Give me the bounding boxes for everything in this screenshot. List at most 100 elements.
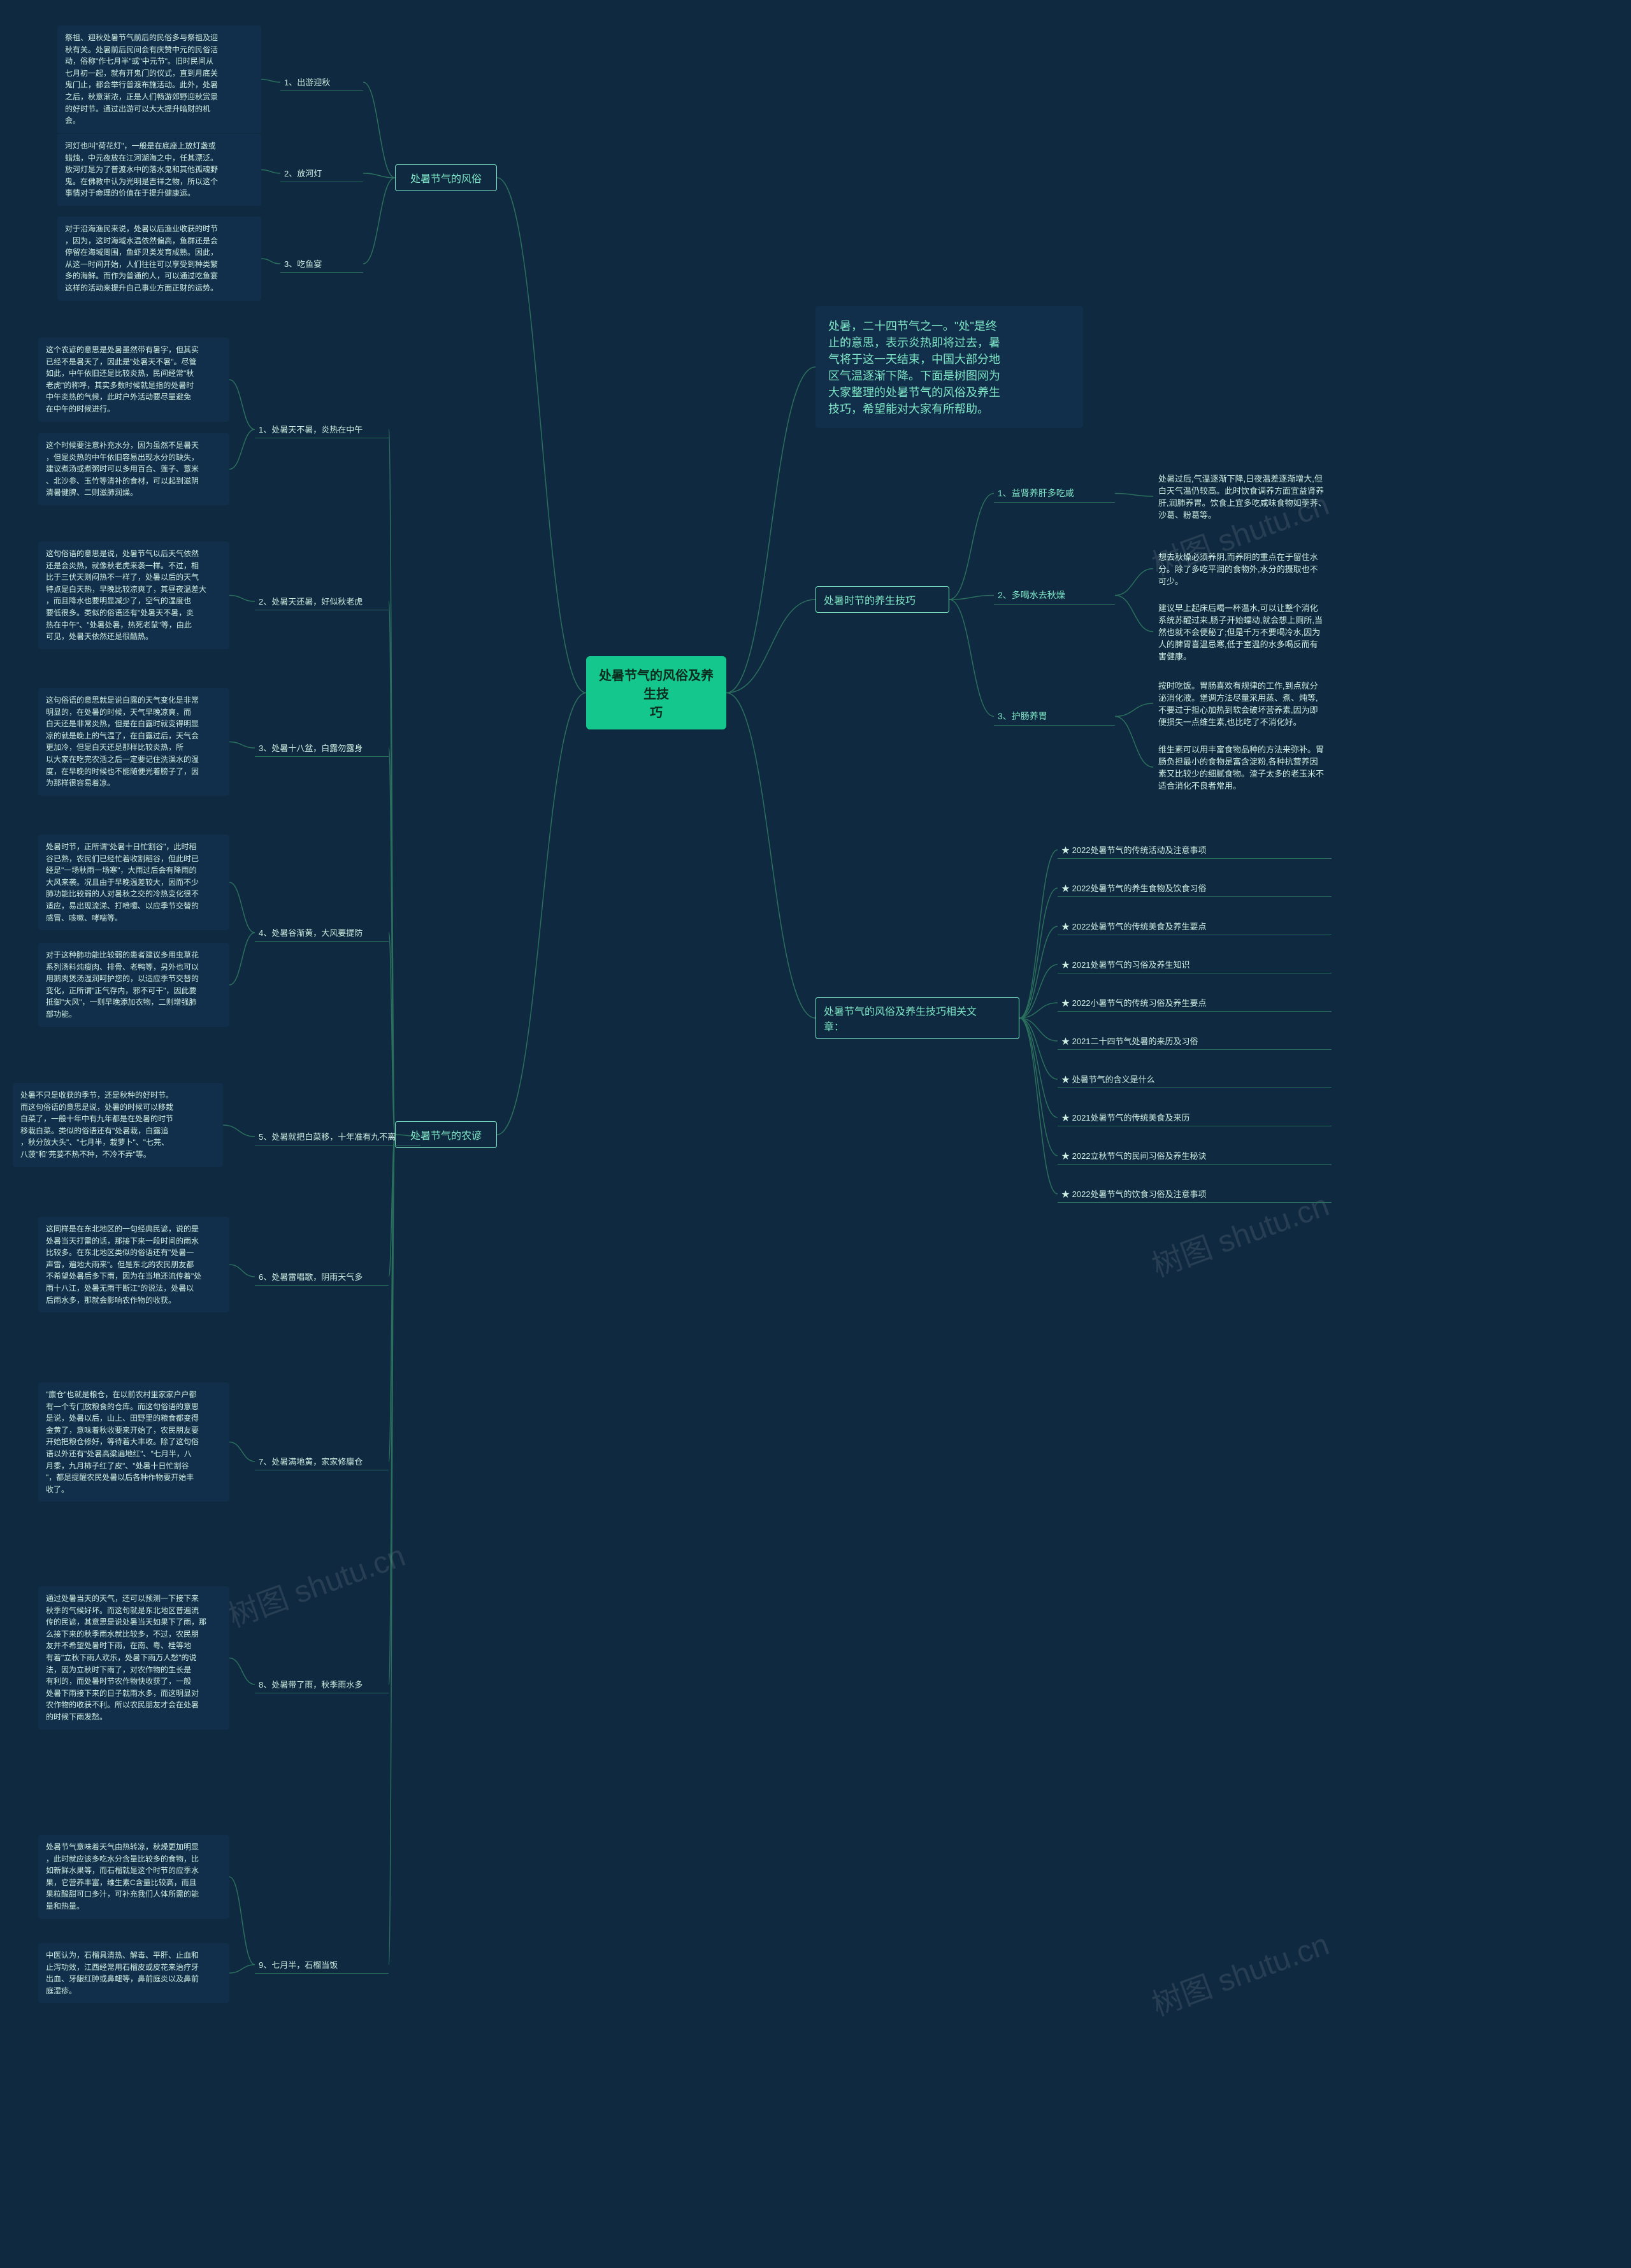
node-p7a: "廪仓"也就是粮仓，在以前农村里家家户户都 有一个专门放粮食的仓库。而这句俗语的… xyxy=(38,1382,229,1502)
node-text: "廪仓"也就是粮仓，在以前农村里家家户户都 有一个专门放粮食的仓库。而这句俗语的… xyxy=(46,1389,199,1495)
node-b_related: 处暑节气的风俗及养生技巧相关文 章： xyxy=(816,997,1019,1039)
node-p9b: 中医认为，石榴具清热、解毒、平肝、止血和 止泻功效，江西经常用石榴皮或皮花来治疗… xyxy=(38,1943,229,2003)
node-text: ★ 2021处暑节气的传统美食及来历 xyxy=(1061,1111,1190,1123)
node-p4a: 处暑时节，正所谓"处暑十日忙割谷"，此时稻 谷已熟，农民们已经忙着收割稻谷，但此… xyxy=(38,835,229,930)
watermark: 树图 shutu.cn xyxy=(1145,1919,1334,2024)
node-text: ★ 2021处暑节气的习俗及养生知识 xyxy=(1061,958,1190,970)
node-text: 这句俗语的意思就是说白露的天气变化是非常 明显的，在处暑的时候，天气早晚凉爽，而… xyxy=(46,694,199,789)
node-text: 处暑节气的风俗及养生技巧相关文 章： xyxy=(824,1003,977,1033)
node-p3: 3、处暑十八盆，白露勿露身 xyxy=(255,739,389,757)
node-text: ★ 2022处暑节气的传统活动及注意事项 xyxy=(1061,843,1207,856)
node-text: 1、益肾养肝多吃咸 xyxy=(998,487,1074,499)
node-c1: 1、出游迎秋 xyxy=(280,73,363,91)
node-p7: 7、处暑满地黄，家家修廪仓 xyxy=(255,1453,389,1470)
node-text: 处暑节气意味着天气由热转凉，秋燥更加明显 ，此时就应该多吃水分含量比较多的食物，… xyxy=(46,1841,199,1913)
node-text: 这句俗语的意思是说，处暑节气以后天气依然 还是会炎热，就像秋老虎来袭一样。不过，… xyxy=(46,548,206,643)
node-p1b: 这个时候要注意补充水分，因为虽然不是暑天 ，但是炎热的中午依旧容易出现水分的缺失… xyxy=(38,433,229,505)
node-p3a: 这句俗语的意思就是说白露的天气变化是非常 明显的，在处暑的时候，天气早晚凉爽，而… xyxy=(38,688,229,796)
node-text: 处暑节气的风俗 xyxy=(403,170,489,185)
node-text: 处暑时节，正所谓"处暑十日忙割谷"，此时稻 谷已熟，农民们已经忙着收割稻谷，但此… xyxy=(46,841,199,924)
node-text: 通过处暑当天的天气，还可以预测一下接下来 秋季的气候好坏。而这句就是东北地区普遍… xyxy=(46,1593,206,1723)
node-r4: ★ 2021处暑节气的习俗及养生知识 xyxy=(1058,956,1332,973)
node-r9: ★ 2022立秋节气的民间习俗及养生秘诀 xyxy=(1058,1147,1332,1165)
node-text: 对于这种肺功能比较弱的患者建议多用虫草花 系列汤料炖瘦肉、排骨、老鸭等，另外也可… xyxy=(46,949,199,1021)
node-text: 河灯也叫"荷花灯"，一般是在底座上放灯盏或 蜡烛，中元夜放在江河湖海之中，任其漂… xyxy=(65,140,218,199)
node-text: 9、七月半，石榴当饭 xyxy=(259,1958,338,1970)
node-text: 2、处暑天还暑，好似秋老虎 xyxy=(259,595,363,607)
node-text: 7、处暑满地黄，家家修廪仓 xyxy=(259,1455,363,1467)
node-p1: 1、处暑天不暑，炎热在中午 xyxy=(255,420,389,438)
mindmap-canvas: 树图 shutu.cn树图 shutu.cn树图 shutu.cn树图 shut… xyxy=(0,0,1631,2268)
node-text: 3、吃鱼宴 xyxy=(284,257,322,269)
node-h1a: 处暑过后,气温逐渐下降,日夜温差逐渐增大,但 白天气温仍较高。此时饮食调养方面宜… xyxy=(1153,468,1427,524)
node-h2a: 想去秋燥必须养阴,而养阴的重点在于留住水 分。除了多吃平润的食物外,水分的摄取也… xyxy=(1153,547,1427,591)
node-text: 建议早上起床后喝一杯温水,可以让整个消化 系统苏醒过来,肠子开始蠕动,就会想上厕… xyxy=(1158,601,1323,662)
node-text: 中医认为，石榴具清热、解毒、平肝、止血和 止泻功效，江西经常用石榴皮或皮花来治疗… xyxy=(46,1949,199,1997)
node-h2: 2、多喝水去秋燥 xyxy=(994,586,1115,605)
node-text: 对于沿海渔民来说，处暑以后渔业收获的时节 ，因为，这时海域水温依然偏高，鱼群还是… xyxy=(65,223,218,294)
node-p6a: 这同样是在东北地区的一句经典民谚，说的是 处暑当天打雷的话，那接下来一段时间的雨… xyxy=(38,1217,229,1312)
node-text: 1、出游迎秋 xyxy=(284,76,330,88)
node-text: 3、处暑十八盆，白露勿露身 xyxy=(259,742,363,754)
node-h3: 3、护肠养胃 xyxy=(994,707,1115,726)
node-text: 2、多喝水去秋燥 xyxy=(998,589,1065,601)
node-text: ★ 2022处暑节气的饮食习俗及注意事项 xyxy=(1061,1188,1207,1200)
node-p4: 4、处暑谷渐黄，大风要提防 xyxy=(255,924,389,942)
node-p6: 6、处暑雷唱歌，阴雨天气多 xyxy=(255,1268,389,1286)
node-text: ★ 2022处暑节气的养生食物及饮食习俗 xyxy=(1061,882,1207,894)
node-r2: ★ 2022处暑节气的养生食物及饮食习俗 xyxy=(1058,879,1332,897)
node-h3a: 按时吃饭。胃肠喜欢有规律的工作,到点就分 泌消化液。堡调方法尽量采用蒸、煮、炖等… xyxy=(1153,675,1427,731)
node-b_customs: 处暑节气的风俗 xyxy=(395,164,497,191)
node-c1a: 祭祖、迎秋处暑节气前后的民俗多与祭祖及迎 秋有关。处暑前后民间会有庆赞中元的民俗… xyxy=(57,25,261,133)
node-text: 处暑节气的风俗及养生技 巧 xyxy=(596,665,716,721)
node-b_health: 处暑时节的养生技巧 xyxy=(816,586,949,613)
node-text: ★ 2022立秋节气的民间习俗及养生秘诀 xyxy=(1061,1149,1207,1161)
node-text: 处暑过后,气温逐渐下降,日夜温差逐渐增大,但 白天气温仍较高。此时饮食调养方面宜… xyxy=(1158,472,1326,520)
node-text: 这同样是在东北地区的一句经典民谚，说的是 处暑当天打雷的话，那接下来一段时间的雨… xyxy=(46,1223,201,1306)
node-text: 处暑不只是收获的季节，还是秋种的好时节。 而这句俗语的意思是说，处暑的时候可以移… xyxy=(20,1089,173,1161)
watermark: 树图 shutu.cn xyxy=(221,1530,410,1635)
node-r6: ★ 2021二十四节气处暑的来历及习俗 xyxy=(1058,1032,1332,1050)
node-p5: 5、处暑就把白菜移，十年准有九不离 xyxy=(255,1128,420,1145)
node-p2a: 这句俗语的意思是说，处暑节气以后天气依然 还是会炎热，就像秋老虎来袭一样。不过，… xyxy=(38,542,229,649)
node-root: 处暑节气的风俗及养生技 巧 xyxy=(586,656,726,729)
node-text: ★ 2021二十四节气处暑的来历及习俗 xyxy=(1061,1035,1198,1047)
node-text: 3、护肠养胃 xyxy=(998,710,1047,722)
node-p5a: 处暑不只是收获的季节，还是秋种的好时节。 而这句俗语的意思是说，处暑的时候可以移… xyxy=(13,1083,223,1167)
node-r7: ★ 处暑节气的含义是什么 xyxy=(1058,1070,1332,1088)
node-intro: 处暑，二十四节气之一。"处"是终 止的意思，表示炎热即将过去，暑 气将于这一天结… xyxy=(816,306,1083,428)
node-c3: 3、吃鱼宴 xyxy=(280,255,363,273)
node-text: 处暑，二十四节气之一。"处"是终 止的意思，表示炎热即将过去，暑 气将于这一天结… xyxy=(828,317,1000,417)
node-c2a: 河灯也叫"荷花灯"，一般是在底座上放灯盏或 蜡烛，中元夜放在江河湖海之中，任其漂… xyxy=(57,134,261,206)
node-r5: ★ 2022小暑节气的传统习俗及养生要点 xyxy=(1058,994,1332,1012)
node-text: 1、处暑天不暑，炎热在中午 xyxy=(259,423,363,435)
node-p4b: 对于这种肺功能比较弱的患者建议多用虫草花 系列汤料炖瘦肉、排骨、老鸭等，另外也可… xyxy=(38,943,229,1027)
node-p8: 8、处暑带了雨，秋季雨水多 xyxy=(255,1676,389,1693)
node-c3a: 对于沿海渔民来说，处暑以后渔业收获的时节 ，因为，这时海域水温依然偏高，鱼群还是… xyxy=(57,217,261,301)
node-c2: 2、放河灯 xyxy=(280,164,363,182)
node-r10: ★ 2022处暑节气的饮食习俗及注意事项 xyxy=(1058,1185,1332,1203)
node-text: 维生素可以用丰富食物品种的方法来弥补。胃 肠负担最小的食物是富含淀粉,各种抗营养… xyxy=(1158,743,1324,791)
node-p2: 2、处暑天还暑，好似秋老虎 xyxy=(255,592,389,610)
node-text: 想去秋燥必须养阴,而养阴的重点在于留住水 分。除了多吃平润的食物外,水分的摄取也… xyxy=(1158,550,1318,587)
node-text: 这个农谚的意思是处暑虽然带有暑字，但其实 已经不是暑天了，因此是"处暑天不暑"。… xyxy=(46,344,199,415)
node-r3: ★ 2022处暑节气的传统美食及养生要点 xyxy=(1058,917,1332,935)
node-text: 按时吃饭。胃肠喜欢有规律的工作,到点就分 泌消化液。堡调方法尽量采用蒸、煮、炖等… xyxy=(1158,679,1318,728)
node-r8: ★ 2021处暑节气的传统美食及来历 xyxy=(1058,1109,1332,1126)
node-text: 8、处暑带了雨，秋季雨水多 xyxy=(259,1678,363,1690)
node-text: 处暑时节的养生技巧 xyxy=(824,592,916,607)
node-h1: 1、益肾养肝多吃咸 xyxy=(994,484,1115,503)
node-text: ★ 处暑节气的含义是什么 xyxy=(1061,1073,1155,1085)
node-p8a: 通过处暑当天的天气，还可以预测一下接下来 秋季的气候好坏。而这句就是东北地区普遍… xyxy=(38,1586,229,1730)
node-p1a: 这个农谚的意思是处暑虽然带有暑字，但其实 已经不是暑天了，因此是"处暑天不暑"。… xyxy=(38,338,229,422)
node-text: 4、处暑谷渐黄，大风要提防 xyxy=(259,926,363,938)
node-p9: 9、七月半，石榴当饭 xyxy=(255,1956,389,1974)
node-text: 祭祖、迎秋处暑节气前后的民俗多与祭祖及迎 秋有关。处暑前后民间会有庆赞中元的民俗… xyxy=(65,32,218,127)
node-h3b: 维生素可以用丰富食物品种的方法来弥补。胃 肠负担最小的食物是富含淀粉,各种抗营养… xyxy=(1153,739,1427,795)
node-text: ★ 2022小暑节气的传统习俗及养生要点 xyxy=(1061,996,1207,1008)
node-text: 5、处暑就把白菜移，十年准有九不离 xyxy=(259,1130,396,1142)
node-h2b: 建议早上起床后喝一杯温水,可以让整个消化 系统苏醒过来,肠子开始蠕动,就会想上厕… xyxy=(1153,598,1427,666)
node-text: ★ 2022处暑节气的传统美食及养生要点 xyxy=(1061,920,1207,932)
node-text: 6、处暑雷唱歌，阴雨天气多 xyxy=(259,1270,363,1282)
node-text: 这个时候要注意补充水分，因为虽然不是暑天 ，但是炎热的中午依旧容易出现水分的缺失… xyxy=(46,440,199,499)
